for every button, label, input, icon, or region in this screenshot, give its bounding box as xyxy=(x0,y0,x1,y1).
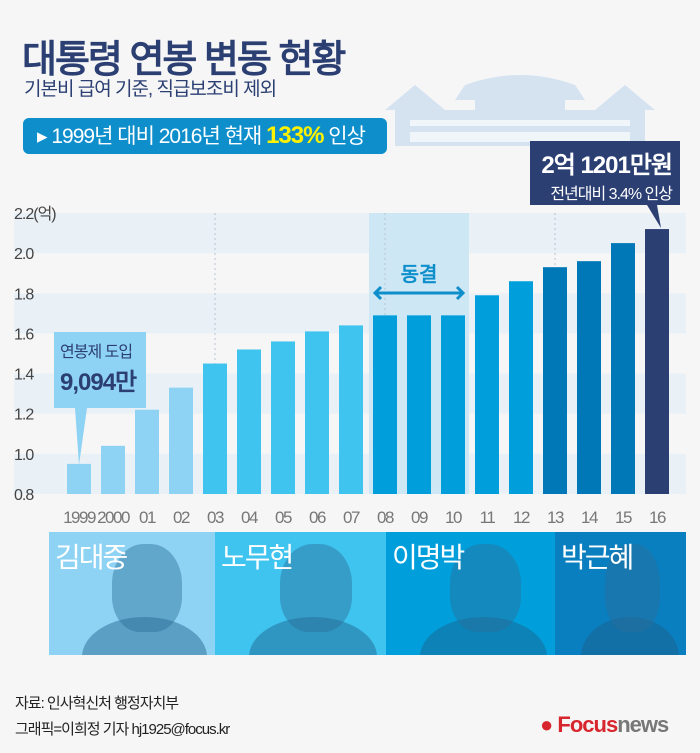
x-tick-label: 06 xyxy=(309,508,326,527)
bar-13 xyxy=(543,267,567,494)
banner-suffix: 인상 xyxy=(323,125,366,148)
president-3: 이명박 xyxy=(386,532,555,655)
bar-06 xyxy=(305,331,329,494)
bar-05 xyxy=(271,341,295,494)
president-name: 이명박 xyxy=(392,542,465,573)
president-4: 박근혜 xyxy=(555,532,686,655)
summary-banner: ▸ 1999년 대비 2016년 현재 133% 인상 xyxy=(23,118,387,154)
banner-text: ▸ 1999년 대비 2016년 현재 xyxy=(37,125,267,148)
y-tick-label: 1.8 xyxy=(14,286,34,303)
bar-01 xyxy=(135,409,159,494)
callout-change: 전년대비 3.4% 인상 xyxy=(550,186,673,203)
arrow-right-icon xyxy=(455,285,466,301)
bar-11 xyxy=(475,295,499,494)
president-2: 노무현 xyxy=(215,532,386,655)
bar-09 xyxy=(407,315,431,494)
x-tick-label: 05 xyxy=(275,508,292,527)
x-tick-label: 09 xyxy=(411,508,428,527)
grid-band xyxy=(14,213,686,254)
y-tick-label: 1.2 xyxy=(14,407,34,424)
bar-02 xyxy=(169,387,193,494)
y-tick-label: 1.6 xyxy=(14,326,34,343)
x-tick-label: 08 xyxy=(377,508,394,527)
bar-07 xyxy=(339,325,363,494)
callout-pointer-1999 xyxy=(75,408,87,465)
x-tick-label: 02 xyxy=(173,508,190,527)
focusnews-logo: ● Focusnews xyxy=(540,712,669,737)
y-tick-label: 1.0 xyxy=(14,447,34,464)
intro-value: 9,094만 xyxy=(60,369,137,396)
intro-label: 연봉제 도입 xyxy=(60,344,133,361)
x-tick-label: 1999 xyxy=(63,508,96,527)
bar-04 xyxy=(237,349,261,494)
x-tick-label: 12 xyxy=(513,508,530,527)
x-tick-label: 10 xyxy=(445,508,462,527)
subtitle: 기본비 급여 기준, 직급보조비 제외 xyxy=(24,79,277,100)
y-tick-label: 0.8 xyxy=(14,487,34,504)
x-tick-label: 15 xyxy=(615,508,632,527)
banner-highlight: 133% xyxy=(266,122,324,149)
y-tick-label: 2.2(억) xyxy=(14,205,56,223)
bar-2000 xyxy=(101,445,125,494)
bar-10 xyxy=(441,315,465,494)
president-name: 노무현 xyxy=(221,542,294,573)
page-title: 대통령 연봉 변동 현황 xyxy=(22,39,346,81)
x-tick-label: 03 xyxy=(207,508,224,527)
source-text: 자료: 인사혁신처 행정자치부 xyxy=(15,695,179,712)
x-tick-label: 14 xyxy=(581,508,598,527)
bar-chart: 0.8 1.0 1.2 1.4 1.6 1.8 2.0 2.2(억) 1999 2000 01 02 0… xyxy=(14,205,686,527)
callout-amount: 2억 1201만원 xyxy=(541,152,673,179)
x-tick-label: 04 xyxy=(241,508,258,527)
president-1: 김대중 xyxy=(49,532,215,655)
president-name: 김대중 xyxy=(55,542,128,573)
y-tick-label: 2.0 xyxy=(14,246,34,263)
portrait-head xyxy=(450,544,522,632)
portrait-head xyxy=(604,544,660,632)
portrait-head xyxy=(279,544,352,632)
callout-2016: 2억 1201만원 전년대비 3.4% 인상 xyxy=(530,141,680,205)
freeze-label: 동결 xyxy=(401,263,438,286)
bar-14 xyxy=(577,261,601,494)
x-tick-label: 2000 xyxy=(97,508,130,527)
callout-1999: 연봉제 도입 9,094만 xyxy=(54,332,146,408)
president-name: 박근혜 xyxy=(561,542,634,573)
palace-illustration xyxy=(385,75,655,146)
bar-12 xyxy=(509,281,533,494)
bar-15 xyxy=(611,243,635,494)
x-tick-label: 07 xyxy=(343,508,360,527)
arrow-left-icon xyxy=(372,285,383,301)
bar-03 xyxy=(203,363,227,494)
portrait-head xyxy=(112,544,182,632)
x-tick-label: 16 xyxy=(649,508,666,527)
credit-text: 그래픽=이희정 기자 hj1925@focus.kr xyxy=(15,721,230,738)
callout-pointer-2016 xyxy=(647,205,661,228)
x-tick-label: 13 xyxy=(547,508,564,527)
x-tick-label: 01 xyxy=(139,508,156,527)
bar-16 xyxy=(645,229,669,495)
presidents-panel: 김대중 노무현 이명박 박근혜 xyxy=(49,532,686,655)
bar-1999 xyxy=(67,463,91,494)
x-tick-label: 11 xyxy=(480,508,496,527)
y-tick-label: 1.4 xyxy=(14,367,34,384)
bar-08 xyxy=(373,315,397,494)
